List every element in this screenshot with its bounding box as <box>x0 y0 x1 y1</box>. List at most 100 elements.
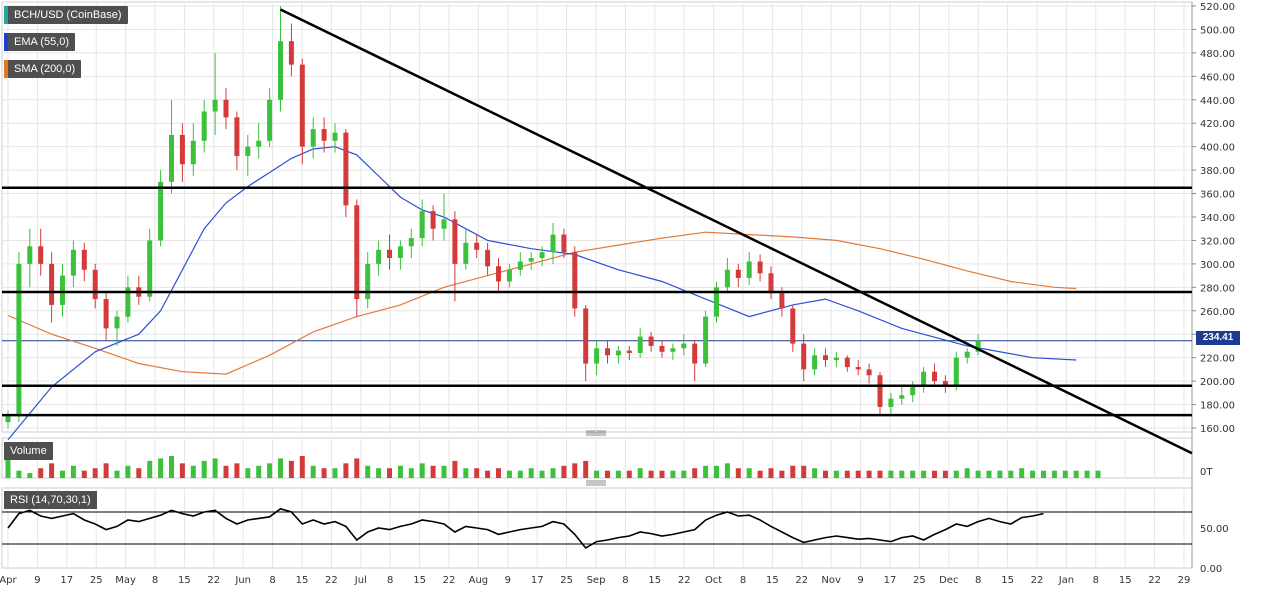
candle <box>605 340 610 364</box>
time-tick-label: 15 <box>1001 575 1014 586</box>
volume-bar <box>561 465 567 478</box>
candle <box>321 117 327 153</box>
volume-bar <box>49 463 55 478</box>
volume-bar <box>365 465 371 478</box>
candle-body <box>310 129 316 147</box>
volume-bar <box>910 470 916 478</box>
candle-body <box>703 316 709 364</box>
candle-body <box>583 308 589 364</box>
candle-body <box>474 242 480 250</box>
volume-bar <box>103 463 109 478</box>
candle <box>223 88 229 130</box>
price-tick-label: 360.00 <box>1200 190 1235 201</box>
trend-line <box>279 8 1193 455</box>
time-tick-label: Jul <box>354 575 367 586</box>
volume-bar <box>60 470 65 478</box>
candle <box>158 170 164 247</box>
candle-body <box>506 269 512 282</box>
candle-body <box>812 355 818 370</box>
price-tick-label: 340.00 <box>1200 213 1235 224</box>
pane-splitter-1[interactable] <box>586 480 606 486</box>
candle-body <box>648 336 654 346</box>
volume-bar <box>997 470 1003 478</box>
candle-body <box>223 99 229 118</box>
price-tick-label: 420.00 <box>1200 119 1235 130</box>
candle <box>833 351 839 368</box>
symbol-legend[interactable]: BCH/USD (CoinBase) <box>4 6 128 24</box>
volume-bar <box>877 470 883 478</box>
volume-bar <box>114 470 120 478</box>
volume-bar <box>703 465 709 478</box>
ema-legend[interactable]: EMA (55,0) <box>4 33 76 51</box>
candle-body <box>899 395 905 399</box>
candle-body <box>267 99 273 141</box>
candle <box>452 211 458 302</box>
volume-bar <box>256 465 262 478</box>
rsi-line <box>7 507 1044 550</box>
volume-bar <box>801 465 807 478</box>
candle <box>637 328 643 358</box>
sma-legend[interactable]: SMA (200,0) <box>4 60 82 78</box>
volume-bar <box>1084 470 1090 478</box>
volume-bar <box>932 470 937 478</box>
candle-body <box>60 275 65 305</box>
volume-bar <box>147 460 153 478</box>
time-tick-label: 8 <box>975 575 981 586</box>
candle <box>299 58 305 165</box>
volume-bar <box>986 470 992 478</box>
volume-bar <box>899 470 905 478</box>
volume-bar <box>234 463 240 478</box>
time-tick-label: 15 <box>178 575 191 586</box>
candle-body <box>746 261 752 278</box>
volume-bar <box>1051 470 1057 478</box>
volume-bar <box>823 470 828 478</box>
time-tick-label: 8 <box>152 575 158 586</box>
candle <box>583 304 589 382</box>
candle <box>27 228 33 288</box>
candle-body <box>485 249 491 267</box>
candle <box>70 240 76 288</box>
candle <box>681 334 687 356</box>
candle <box>49 252 55 323</box>
rsi-tick-label: 50.00 <box>1200 524 1229 535</box>
candle-body <box>169 134 174 182</box>
volume-bar <box>354 458 360 478</box>
candle-body <box>615 350 621 356</box>
candle-body <box>343 132 349 206</box>
candle-body <box>496 266 501 282</box>
candle-body <box>801 343 807 370</box>
volume-bar <box>888 470 894 478</box>
candle <box>397 240 403 270</box>
time-tick-label: 17 <box>884 575 897 586</box>
volume-bar <box>659 470 665 478</box>
candle-body <box>768 273 774 294</box>
candle <box>615 345 621 364</box>
candle <box>506 263 512 288</box>
candle-body <box>190 140 196 165</box>
sma-swatch <box>4 60 8 78</box>
candle-body <box>866 369 872 376</box>
candle-body <box>332 132 338 141</box>
time-tick-label: 8 <box>269 575 275 586</box>
volume-bar <box>332 468 338 478</box>
candle <box>267 88 273 147</box>
candle-body <box>256 140 262 147</box>
candle-body <box>376 249 382 264</box>
candle <box>626 345 632 361</box>
candle <box>724 258 730 294</box>
volume-bar <box>474 468 480 478</box>
time-tick-label: 8 <box>1093 575 1099 586</box>
candle-body <box>387 249 392 259</box>
price-tick-label: 260.00 <box>1200 307 1235 318</box>
candle-body <box>823 355 828 361</box>
price-tick-label: 400.00 <box>1200 143 1235 154</box>
volume-bar <box>288 460 294 478</box>
price-tick-label: 160.00 <box>1200 424 1235 435</box>
symbol-legend-label: BCH/USD (CoinBase) <box>14 9 122 21</box>
candle <box>103 293 109 341</box>
ema-swatch <box>4 33 8 51</box>
candle <box>245 134 251 176</box>
volume-bar <box>506 470 512 478</box>
rsi-pane <box>1 487 1193 569</box>
